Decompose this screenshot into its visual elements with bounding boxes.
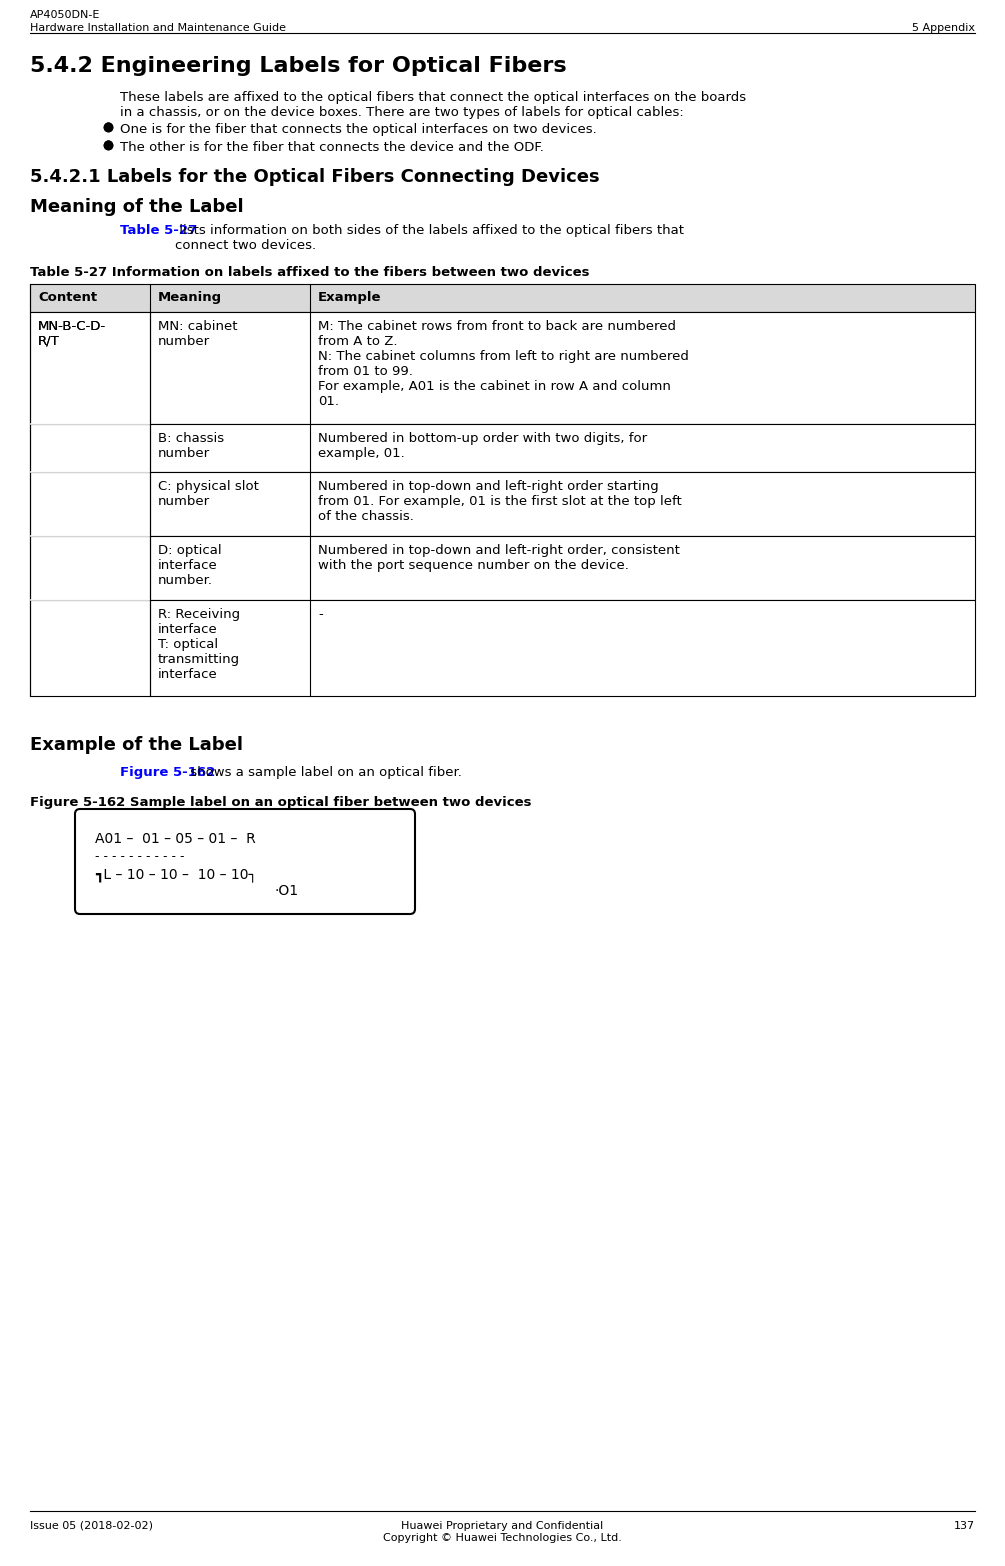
Point: [99, 132, 116, 157]
Text: Numbered in bottom-up order with two digits, for
example, 01.: Numbered in bottom-up order with two dig…: [318, 432, 647, 460]
Bar: [30, 312, 975, 424]
Text: Table 5-27: Table 5-27: [120, 224, 197, 236]
Text: 5 Appendix: 5 Appendix: [912, 23, 975, 33]
Text: Example of the Label: Example of the Label: [30, 736, 243, 753]
Text: 5.4.2.1 Labels for the Optical Fibers Connecting Devices: 5.4.2.1 Labels for the Optical Fibers Co…: [30, 168, 600, 186]
Bar: [30, 600, 975, 695]
Text: MN: cabinet
number: MN: cabinet number: [158, 319, 237, 348]
Text: Hardware Installation and Maintenance Guide: Hardware Installation and Maintenance Gu…: [30, 23, 286, 33]
Text: Figure 5-162: Figure 5-162: [120, 766, 215, 778]
Text: lists information on both sides of the labels affixed to the optical fibers that: lists information on both sides of the l…: [175, 224, 684, 252]
Text: AP4050DN-E: AP4050DN-E: [30, 9, 100, 20]
Text: C: physical slot
number: C: physical slot number: [158, 481, 259, 507]
Text: MN-B-C-D-
R/T: MN-B-C-D- R/T: [38, 319, 107, 348]
Text: -: -: [318, 608, 323, 622]
Text: B: chassis
number: B: chassis number: [158, 432, 224, 460]
Text: D: optical
interface
number.: D: optical interface number.: [158, 543, 222, 587]
Bar: [30, 283, 975, 312]
Text: Numbered in top-down and left-right order starting
from 01. For example, 01 is t: Numbered in top-down and left-right orde…: [318, 481, 681, 523]
Text: Example: Example: [318, 291, 382, 304]
Text: Meaning: Meaning: [158, 291, 222, 304]
Text: Issue 05 (2018-02-02): Issue 05 (2018-02-02): [30, 1521, 153, 1532]
FancyBboxPatch shape: [75, 810, 415, 915]
Point: [99, 113, 116, 138]
Bar: [30, 471, 975, 536]
Text: Table 5-27 Information on labels affixed to the fibers between two devices: Table 5-27 Information on labels affixed…: [30, 266, 590, 279]
Text: Meaning of the Label: Meaning of the Label: [30, 197, 243, 216]
Text: 5.4.2 Engineering Labels for Optical Fibers: 5.4.2 Engineering Labels for Optical Fib…: [30, 56, 567, 77]
Text: ┓L – 10 – 10 –  10 – 10┐: ┓L – 10 – 10 – 10 – 10┐: [95, 868, 257, 882]
Bar: [30, 536, 975, 600]
Text: Figure 5-162 Sample label on an optical fiber between two devices: Figure 5-162 Sample label on an optical …: [30, 796, 532, 810]
Text: Huawei Proprietary and Confidential
Copyright © Huawei Technologies Co., Ltd.: Huawei Proprietary and Confidential Copy…: [383, 1521, 621, 1543]
Text: A01 –  01 – 05 – 01 –  R: A01 – 01 – 05 – 01 – R: [95, 832, 255, 846]
Text: M: The cabinet rows from front to back are numbered
from A to Z.
N: The cabinet : M: The cabinet rows from front to back a…: [318, 319, 688, 409]
Text: shows a sample label on an optical fiber.: shows a sample label on an optical fiber…: [186, 766, 462, 778]
Text: ·O1: ·O1: [275, 883, 299, 897]
Text: One is for the fiber that connects the optical interfaces on two devices.: One is for the fiber that connects the o…: [120, 124, 597, 136]
Text: MN-B-C-D-
R/T: MN-B-C-D- R/T: [38, 319, 107, 348]
Text: - - - - - - - - - - -: - - - - - - - - - - -: [95, 850, 185, 863]
Text: Numbered in top-down and left-right order, consistent
with the port sequence num: Numbered in top-down and left-right orde…: [318, 543, 679, 572]
Text: R: Receiving
interface
T: optical
transmitting
interface: R: Receiving interface T: optical transm…: [158, 608, 240, 681]
Text: These labels are affixed to the optical fibers that connect the optical interfac: These labels are affixed to the optical …: [120, 91, 746, 119]
Text: The other is for the fiber that connects the device and the ODF.: The other is for the fiber that connects…: [120, 141, 544, 153]
Text: 137: 137: [954, 1521, 975, 1532]
Text: Content: Content: [38, 291, 97, 304]
Bar: [30, 424, 975, 471]
